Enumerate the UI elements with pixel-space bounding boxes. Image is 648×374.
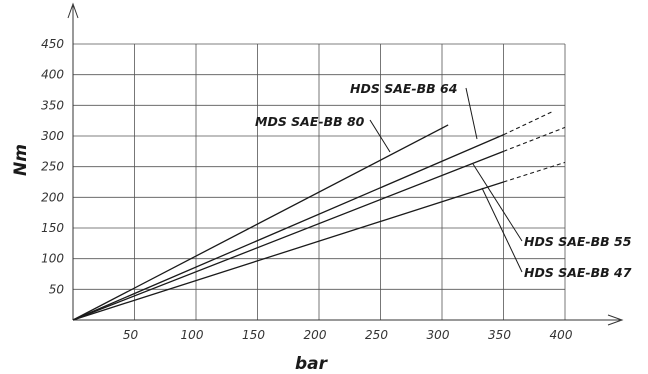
axes (67, 2, 624, 326)
series-label: HDS SAE-BB 55 (524, 234, 632, 249)
y-axis-title: Nm (11, 144, 31, 176)
leader-line (465, 87, 478, 140)
series-label: MDS SAE-BB 80 (255, 114, 365, 129)
x-axis-arrow-icon (607, 314, 624, 326)
y-axis-arrow-icon (67, 2, 79, 19)
y-tick-label: 100 (41, 252, 64, 266)
x-tick-label: 200 (304, 328, 327, 342)
y-tick-label: 50 (49, 282, 65, 296)
y-tick-label: 200 (41, 190, 64, 204)
series-label: HDS SAE-BB 47 (524, 265, 632, 280)
x-tick-label: 350 (488, 328, 511, 342)
y-tick-label: 450 (41, 37, 64, 51)
series-line (72, 134, 504, 321)
y-tick-label: 300 (41, 129, 64, 143)
y-tick-label: 400 (41, 68, 64, 82)
series-line (72, 181, 504, 321)
leader-line (369, 119, 391, 153)
x-tick-label: 50 (123, 328, 139, 342)
leader-line (472, 163, 523, 242)
y-tick-label: 250 (41, 160, 64, 174)
series-line (72, 150, 504, 321)
x-tick-label: 300 (427, 328, 450, 342)
series-lines (72, 110, 566, 321)
series-extension-dashed (503, 126, 566, 152)
series-line (72, 124, 449, 321)
series-labels: MDS SAE-BB 80 HDS SAE-BB 64 HDS SAE-BB 55 H… (255, 81, 632, 280)
leader-line (481, 187, 523, 273)
x-tick-labels: 50 100 150 200 250 300 350 400 (123, 328, 573, 342)
x-tick-label: 100 (181, 328, 204, 342)
x-tick-label: 150 (242, 328, 265, 342)
x-tick-label: 250 (365, 328, 388, 342)
y-tick-label: 350 (41, 98, 64, 112)
y-tick-labels: 50 100 150 200 250 300 350 400 450 (41, 37, 64, 296)
y-tick-label: 150 (41, 221, 64, 235)
x-axis-title: bar (295, 354, 329, 374)
series-extension-dashed (503, 110, 553, 136)
series-label: HDS SAE-BB 64 (350, 81, 457, 96)
series-extension-dashed (503, 161, 566, 183)
x-tick-label: 400 (550, 328, 573, 342)
grid (73, 43, 566, 320)
label-leader-lines (369, 87, 523, 273)
